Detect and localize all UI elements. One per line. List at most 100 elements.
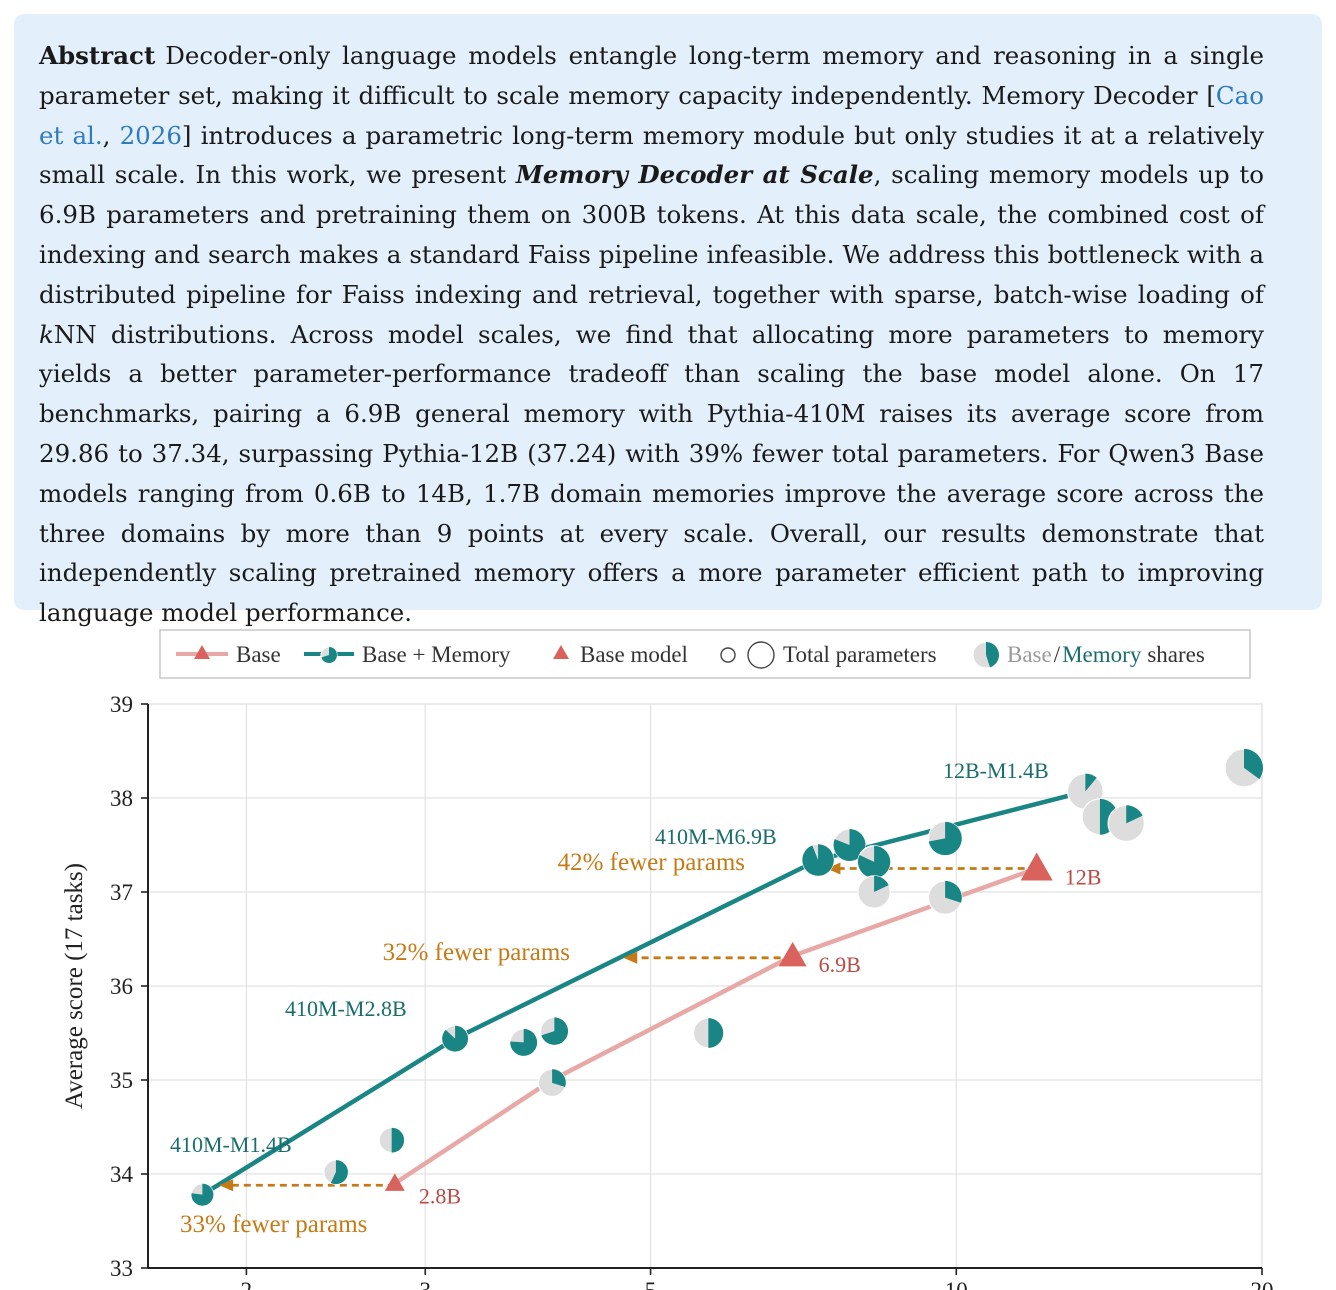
pie-marker-memory-share: [1243, 748, 1264, 780]
x-tick-label: 5: [645, 1278, 657, 1290]
pie-marker: [801, 843, 835, 877]
scaling-chart: Base Base + Memory Base model Total para…: [61, 629, 1274, 1290]
method-name: Memory Decoder at Scale: [515, 160, 874, 190]
legend-small-circle-icon: [720, 647, 736, 663]
legend-total-params-label: Total parameters: [783, 642, 937, 667]
legend-base-model-triangle-icon: [553, 645, 569, 659]
base-model-label: 2.8B: [419, 1183, 461, 1208]
legend-memory-label: Base + Memory: [362, 642, 511, 667]
abstract-text: Abstract Decoder-only language models ent…: [39, 36, 1264, 633]
abstract-segment-1: Decoder-only language models entangle lo…: [39, 41, 1264, 110]
y-tick-label: 36: [110, 974, 133, 999]
y-tick-label: 34: [110, 1162, 134, 1187]
pie-marker-memory-share: [510, 1028, 538, 1056]
pie-marker-memory-share: [191, 1183, 214, 1206]
y-tick-label: 33: [110, 1256, 133, 1281]
base-series-line: [393, 866, 1038, 1186]
legend-memory-pie: [320, 646, 338, 664]
pie-marker: [832, 828, 867, 862]
pie-marker: [692, 1017, 724, 1049]
pie-marker-memory-share: [928, 821, 962, 856]
pie-marker: [857, 845, 891, 879]
memory-config-label: 410M-M6.9B: [655, 824, 777, 849]
pie-marker-memory-share: [857, 845, 891, 879]
legend-shares-base: Base: [1007, 642, 1052, 667]
pie-marker-memory-share: [708, 1018, 724, 1048]
pie-marker-memory-share: [391, 1127, 405, 1153]
knn-k: k: [39, 319, 54, 349]
base-model-label: 6.9B: [819, 952, 861, 977]
legend-share-pie-icon: [972, 641, 1000, 669]
abstract-heading: Abstract: [39, 41, 156, 70]
legend-shares-text: Base/Memory shares: [1007, 642, 1205, 667]
x-tick-label: 20: [1251, 1278, 1274, 1290]
pie-marker-memory-share: [874, 875, 889, 892]
chart-axes: 333435363738392351020: [110, 692, 1274, 1290]
y-tick-label: 39: [110, 692, 133, 717]
legend-base-label: Base: [236, 642, 281, 667]
pie-marker-memory-share: [541, 1017, 569, 1045]
citation-author-link[interactable]: Cao et al.: [39, 80, 1264, 150]
chart-annotations: 33% fewer params 32% fewer params 42% fewe…: [180, 849, 1037, 1238]
pie-marker-memory-share: [330, 1160, 348, 1185]
pie-marker: [540, 1016, 569, 1046]
y-tick-label: 37: [110, 880, 133, 905]
annotation-arrow-head: [219, 1179, 234, 1192]
pie-marker-memory-share: [833, 829, 866, 861]
base-model-triangle: [778, 941, 807, 967]
pie-marker-memory-share: [1126, 805, 1143, 824]
legend-share-pie-memory-share: [986, 642, 999, 668]
pie-marker-memory-share: [945, 880, 962, 903]
y-tick-label: 38: [110, 786, 133, 811]
annotation-label: 42% fewer params: [558, 849, 745, 876]
pie-marker: [927, 880, 963, 915]
annotation-arrow-head: [623, 951, 638, 964]
base-model-triangle: [384, 1173, 405, 1191]
legend-large-circle-icon: [747, 641, 775, 669]
base-model-markers: [384, 852, 1053, 1191]
base-model-label: 12B: [1065, 865, 1102, 890]
pie-marker-memory-share: [802, 844, 834, 876]
pie-marker: [378, 1127, 405, 1154]
legend-base-triangle-icon: [194, 645, 210, 659]
legend-memory-pie-icon: [320, 646, 338, 664]
pie-marker: [441, 1025, 469, 1053]
pie-markers: [190, 748, 1264, 1207]
base-model-triangle: [1020, 852, 1053, 881]
legend-shares-suffix: shares: [1147, 642, 1205, 667]
legend-shares-sep: /: [1054, 642, 1061, 667]
annotation-label: 32% fewer params: [383, 939, 570, 966]
abstract-segment-4: NN distributions. Across model scales, w…: [39, 319, 1264, 628]
memory-config-label: 410M-M2.8B: [285, 996, 407, 1021]
citation-separator: ,: [102, 120, 120, 150]
legend-share-pie: [972, 641, 1000, 669]
abstract-segment-3: , scaling memory models up to 6.9B param…: [39, 160, 1264, 309]
chart-legend: Base Base + Memory Base model Total para…: [159, 629, 1251, 679]
y-axis-label: Average score (17 tasks): [61, 863, 88, 1109]
memory-config-label: 410M-M1.4B: [170, 1132, 292, 1157]
abstract-box: Abstract Decoder-only language models ent…: [14, 14, 1322, 627]
citation-year-link[interactable]: 2026: [119, 120, 182, 150]
pie-marker: [1224, 748, 1264, 788]
pie-marker: [509, 1028, 538, 1057]
x-tick-label: 10: [945, 1278, 968, 1290]
annotation-label: 33% fewer params: [180, 1211, 367, 1238]
pie-marker: [323, 1159, 349, 1185]
pie-marker: [190, 1183, 215, 1207]
memory-config-label: 12B-M1.4B: [943, 758, 1049, 783]
annotation-arrow-head: [826, 862, 841, 875]
pie-marker-memory-share: [1085, 773, 1097, 792]
x-tick-label: 3: [420, 1278, 432, 1290]
pie-marker: [1107, 804, 1145, 843]
legend-base-model-label: Base model: [580, 642, 688, 667]
y-tick-label: 35: [110, 1068, 133, 1093]
x-tick-label: 2: [241, 1278, 253, 1290]
pie-marker: [537, 1068, 567, 1098]
abstract-segment-2: ] introduces a parametric long-term memo…: [39, 120, 1264, 190]
pie-marker-memory-share: [552, 1069, 566, 1088]
legend-shares-memory: Memory: [1062, 642, 1142, 667]
pie-marker: [927, 821, 963, 856]
pie-marker: [857, 875, 891, 909]
legend-memory-pie-memory-share: [321, 647, 337, 663]
point-labels: 2.8B 6.9B 12B 410M-M1.4B 410M-M2.8B 410M-M6.9…: [170, 758, 1101, 1208]
